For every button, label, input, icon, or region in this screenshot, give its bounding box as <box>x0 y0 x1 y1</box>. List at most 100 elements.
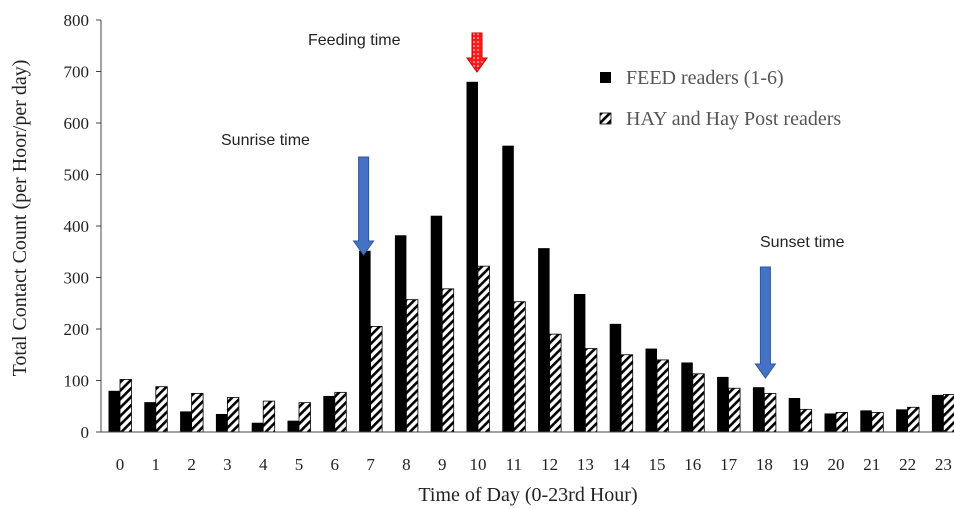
bar-hay <box>405 299 419 433</box>
x-axis-title: Time of Day (0-23rd Hour) <box>418 484 637 506</box>
bar-feed <box>609 323 622 432</box>
bar-feed <box>717 376 729 432</box>
bar-hay <box>155 386 168 433</box>
bar-feed <box>359 250 371 432</box>
bar-hay <box>370 326 383 433</box>
annotation-sunrise-time-label: Sunrise time <box>221 132 310 149</box>
x-tick-label: 12 <box>541 455 558 474</box>
y-tick-label: 400 <box>64 217 90 236</box>
x-tick-label: 15 <box>649 455 666 474</box>
bar-feed <box>466 81 478 433</box>
bar-hay <box>549 333 562 433</box>
bar-feed <box>573 293 586 432</box>
x-tick-label: 17 <box>720 455 738 474</box>
y-axis: 0 100 200 300 400 500 600 700 800 <box>64 11 102 442</box>
x-tick-label: 6 <box>331 455 340 474</box>
annotation-feeding-time-label: Feeding time <box>308 32 401 49</box>
bar-hay <box>262 400 276 433</box>
bar-hay <box>943 394 954 433</box>
x-tick-label: 1 <box>152 455 161 474</box>
y-tick-label: 700 <box>64 63 90 82</box>
x-tick-label: 4 <box>259 455 268 474</box>
bar-feed <box>144 402 156 432</box>
annotations: Feeding time Sunrise time Sunset time <box>221 32 845 379</box>
x-tick-label: 9 <box>438 455 447 474</box>
x-tick-label: 16 <box>684 455 701 474</box>
legend: FEED readers (1-6) HAY and Hay Post read… <box>599 67 841 130</box>
bar-hay <box>620 354 634 433</box>
x-tick-label: 19 <box>792 455 809 474</box>
bar-hay <box>477 265 490 433</box>
sunset-time-arrow <box>754 266 777 379</box>
y-tick-label: 500 <box>64 166 90 185</box>
bar-feed <box>108 390 120 432</box>
bar-feed <box>645 348 657 432</box>
bar-hay <box>441 288 455 433</box>
bar-hay <box>119 379 132 433</box>
x-tick-label: 3 <box>223 455 232 474</box>
y-tick-label: 100 <box>64 372 90 391</box>
y-tick-label: 800 <box>64 11 90 30</box>
legend-swatch-feed <box>600 72 611 83</box>
y-tick-label: 200 <box>64 320 90 339</box>
bar-feed <box>860 410 872 432</box>
bar-hay <box>585 348 598 433</box>
y-tick-label: 0 <box>81 423 90 442</box>
x-tick-label: 8 <box>402 455 411 474</box>
bar-feed <box>323 395 335 432</box>
x-tick-label: 21 <box>863 455 880 474</box>
bar-feed <box>931 394 944 432</box>
bar-feed <box>538 248 550 432</box>
bar-feed <box>681 362 693 432</box>
bar-feed <box>788 398 801 432</box>
bar-hay <box>728 387 741 433</box>
y-tick-label: 300 <box>64 269 90 288</box>
annotation-sunset-time-label: Sunset time <box>760 234 845 251</box>
x-tick-label: 22 <box>899 455 916 474</box>
bar-feed <box>502 145 514 432</box>
x-tick-label: 10 <box>470 455 487 474</box>
bar-hay <box>764 392 777 433</box>
bar-feed <box>287 420 299 432</box>
bar-feed <box>215 413 228 432</box>
bar-hay <box>692 373 705 433</box>
x-tick-label: 14 <box>613 455 631 474</box>
feeding-time-arrow <box>466 32 488 73</box>
bar-hay <box>298 402 311 433</box>
bar-feed <box>251 422 264 432</box>
y-axis-title: Total Contact Count (per Hoor/per day) <box>9 60 31 377</box>
x-axis: 0 1 2 3 4 5 6 7 8 9 10 11 12 13 14 15 16 17 18 19 20 21 22 23 <box>101 431 954 474</box>
x-tick-label: 0 <box>116 455 125 474</box>
x-tick-label: 2 <box>187 455 196 474</box>
x-tick-label: 5 <box>295 455 304 474</box>
bar-hay <box>226 397 240 433</box>
bar-hay <box>656 359 669 433</box>
y-tick-label: 600 <box>64 114 90 133</box>
x-tick-label: 23 <box>935 455 952 474</box>
x-tick-label: 7 <box>366 455 375 474</box>
legend-label-feed: FEED readers (1-6) <box>626 67 784 89</box>
bar-hay <box>191 392 204 433</box>
x-tick-label: 20 <box>828 455 845 474</box>
bar-feed <box>824 413 836 432</box>
bar-feed <box>752 387 765 432</box>
bars <box>108 81 954 433</box>
bar-hay <box>513 301 526 433</box>
x-tick-label: 18 <box>756 455 773 474</box>
bar-feed <box>896 409 908 432</box>
bar-hay <box>334 391 347 433</box>
x-tick-label: 11 <box>506 455 522 474</box>
bar-feed <box>394 235 407 432</box>
bar-feed <box>180 411 192 432</box>
bar-hay <box>799 408 813 433</box>
bar-hay <box>871 412 884 433</box>
bar-hay <box>835 412 848 433</box>
sunrise-time-arrow <box>352 156 375 256</box>
legend-swatch-hay <box>599 112 612 125</box>
bar-feed <box>430 215 443 432</box>
bar-hay <box>907 406 920 433</box>
legend-label-hay: HAY and Hay Post readers <box>626 108 841 130</box>
x-tick-label: 13 <box>577 455 594 474</box>
